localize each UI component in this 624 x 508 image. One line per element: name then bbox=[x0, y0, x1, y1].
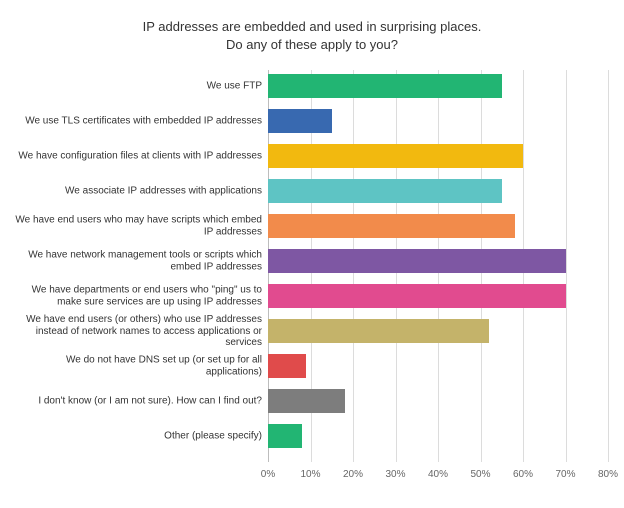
x-tick-label: 40% bbox=[428, 469, 448, 480]
x-tick-label: 70% bbox=[555, 469, 575, 480]
bar bbox=[268, 389, 345, 413]
bar-row: We have configuration files at clients w… bbox=[0, 144, 624, 168]
bar bbox=[268, 144, 523, 168]
x-tick-label: 50% bbox=[470, 469, 490, 480]
bar bbox=[268, 249, 566, 273]
bar bbox=[268, 424, 302, 448]
bar-row: We have departments or end users who "pi… bbox=[0, 284, 624, 308]
bar-label: We use TLS certificates with embedded IP… bbox=[12, 115, 262, 127]
x-tick-label: 30% bbox=[385, 469, 405, 480]
bar-label: We associate IP addresses with applicati… bbox=[12, 185, 262, 197]
bar-label: Other (please specify) bbox=[12, 430, 262, 442]
ip-usage-bar-chart: IP addresses are embedded and used in su… bbox=[0, 0, 624, 508]
bar bbox=[268, 179, 502, 203]
bar bbox=[268, 284, 566, 308]
x-tick-label: 60% bbox=[513, 469, 533, 480]
x-tick-label: 0% bbox=[261, 469, 275, 480]
bar-label: We have network management tools or scri… bbox=[12, 250, 262, 273]
bar bbox=[268, 74, 502, 98]
x-tick-label: 80% bbox=[598, 469, 618, 480]
bar bbox=[268, 214, 515, 238]
bar-row: I don't know (or I am not sure). How can… bbox=[0, 389, 624, 413]
bar-label: I don't know (or I am not sure). How can… bbox=[12, 395, 262, 407]
bar-row: We do not have DNS set up (or set up for… bbox=[0, 354, 624, 378]
plot-area: We use FTP We use TLS certificates with e… bbox=[0, 70, 624, 488]
x-tick-label: 10% bbox=[300, 469, 320, 480]
bar-label: We have end users (or others) who use IP… bbox=[12, 314, 262, 349]
bar-label: We have departments or end users who "pi… bbox=[12, 285, 262, 308]
bar-row: We use FTP bbox=[0, 74, 624, 98]
bar bbox=[268, 319, 489, 343]
bar-label: We do not have DNS set up (or set up for… bbox=[12, 355, 262, 378]
bar-label: We have configuration files at clients w… bbox=[12, 150, 262, 162]
bar-row: We associate IP addresses with applicati… bbox=[0, 179, 624, 203]
bar-row: We have end users (or others) who use IP… bbox=[0, 319, 624, 343]
chart-title-line1: IP addresses are embedded and used in su… bbox=[143, 19, 482, 34]
x-tick-label: 20% bbox=[343, 469, 363, 480]
bar-label: We have end users who may have scripts w… bbox=[12, 215, 262, 238]
bar-label: We use FTP bbox=[12, 80, 262, 92]
bar-row: Other (please specify) bbox=[0, 424, 624, 448]
chart-title: IP addresses are embedded and used in su… bbox=[0, 0, 624, 53]
chart-title-line2: Do any of these apply to you? bbox=[226, 37, 398, 52]
bar-row: We have network management tools or scri… bbox=[0, 249, 624, 273]
bar bbox=[268, 354, 306, 378]
bar-row: We have end users who may have scripts w… bbox=[0, 214, 624, 238]
bar-row: We use TLS certificates with embedded IP… bbox=[0, 109, 624, 133]
bar bbox=[268, 109, 332, 133]
